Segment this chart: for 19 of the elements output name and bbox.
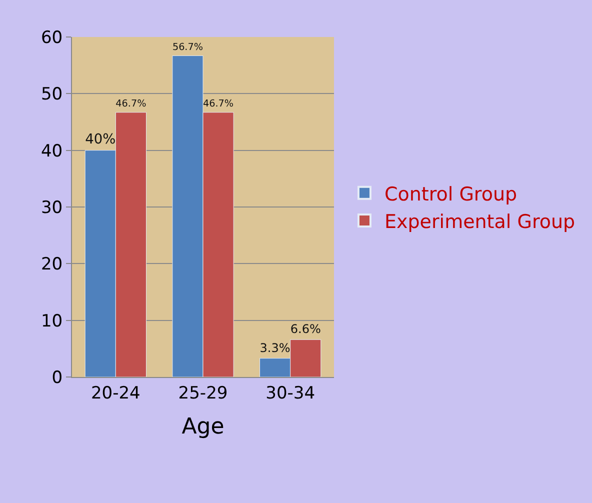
y-tick-label: 10 — [40, 311, 63, 332]
data-label: 56.7% — [172, 42, 203, 53]
y-tick-label: 60 — [40, 28, 63, 48]
data-label: 3.3% — [260, 340, 290, 355]
data-label: 40% — [85, 131, 116, 148]
y-tick-label: 0 — [52, 368, 63, 388]
data-label: 6.6% — [290, 322, 321, 336]
legend-label: Control Group — [384, 183, 518, 206]
data-label: 46.7% — [116, 98, 146, 110]
y-tick-label: 40 — [40, 141, 63, 162]
x-tick-label: 20-24 — [90, 383, 140, 404]
x-tick-label: 30-34 — [266, 383, 316, 404]
x-axis-title: Age — [182, 414, 224, 440]
x-tick-label: 25-29 — [178, 383, 228, 404]
y-tick-label: 30 — [40, 198, 63, 218]
legend-label: Experimental Group — [384, 210, 576, 233]
y-tick-label: 50 — [40, 84, 63, 105]
y-tick-label: 20 — [40, 254, 63, 275]
data-label: 46.7% — [203, 98, 234, 110]
